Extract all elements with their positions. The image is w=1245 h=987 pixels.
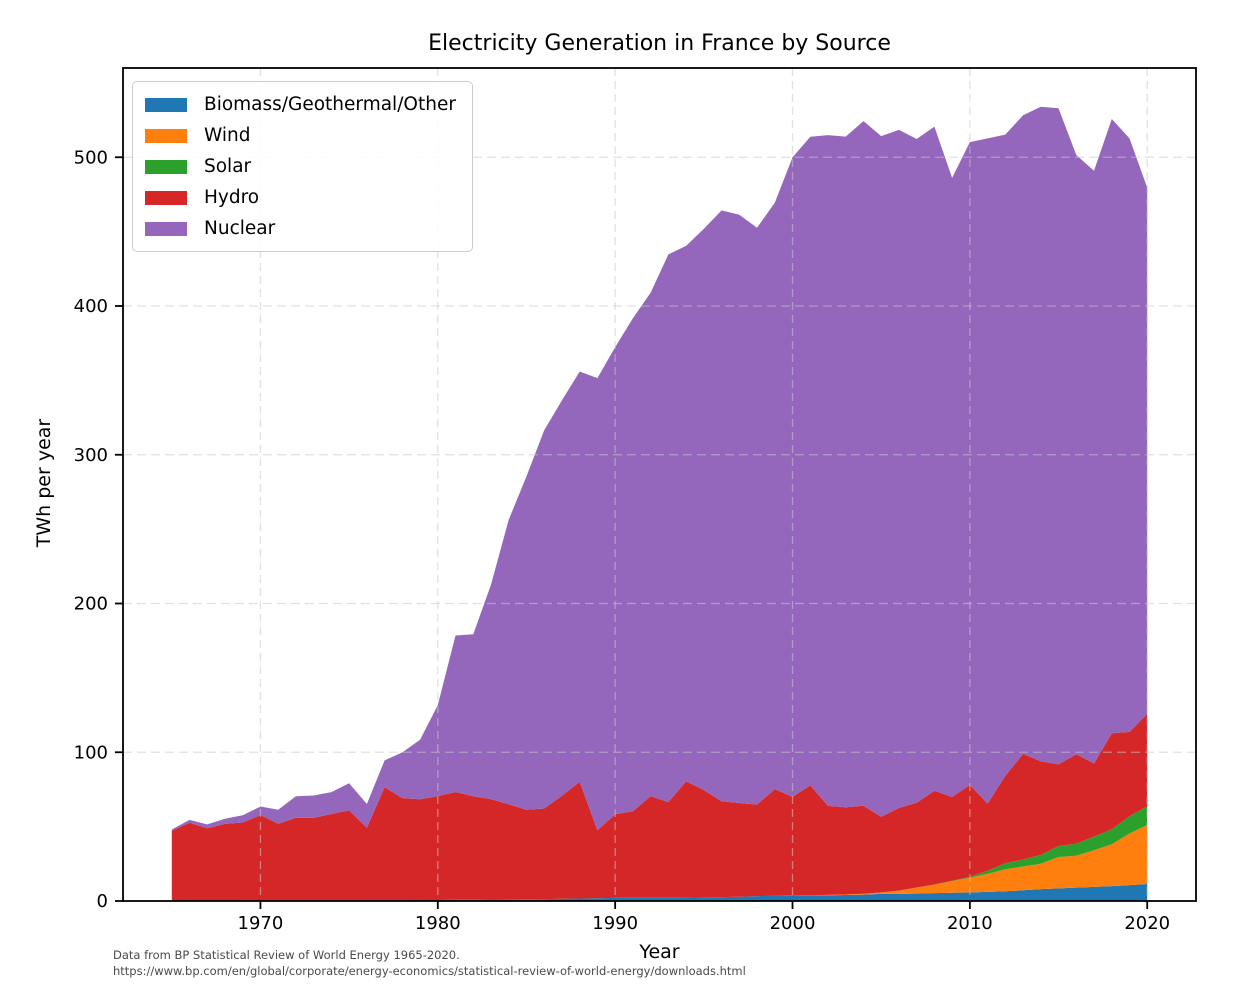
y-axis-label: TWh per year <box>33 418 55 548</box>
x-tick-label: 1980 <box>415 913 461 934</box>
plot-frame <box>122 67 1197 902</box>
area-hydro <box>171 713 1148 901</box>
legend-item: Solar <box>145 151 456 182</box>
legend-label: Solar <box>204 156 252 177</box>
legend-label: Nuclear <box>204 218 276 239</box>
legend: Biomass/Geothermal/Other Wind Solar Hydro Nu… <box>132 81 473 252</box>
x-tick-label: 1990 <box>592 913 638 934</box>
legend-label: Biomass/Geothermal/Other <box>204 94 456 115</box>
footnote-line-2: https://www.bp.com/en/global/corporate/e… <box>113 964 746 978</box>
x-tick-label: 2020 <box>1124 913 1170 934</box>
legend-item: Hydro <box>145 182 456 213</box>
y-tick-label: 100 <box>74 742 108 763</box>
legend-label: Hydro <box>204 187 260 208</box>
x-tick-label: 2010 <box>947 913 993 934</box>
y-tick-label: 400 <box>74 296 108 317</box>
legend-swatch-icon <box>145 190 187 205</box>
y-tick-label: 300 <box>74 445 108 466</box>
legend-swatch-icon <box>145 97 187 112</box>
chart-title: Electricity Generation in France by Sour… <box>428 31 891 56</box>
legend-label: Wind <box>204 125 251 146</box>
legend-swatch-icon <box>145 221 187 236</box>
legend-swatch-icon <box>145 128 187 143</box>
legend-item: Wind <box>145 120 456 151</box>
area-nuclear <box>171 106 1148 831</box>
footnote-line-1: Data from BP Statistical Review of World… <box>113 948 460 962</box>
legend-item: Biomass/Geothermal/Other <box>145 89 456 120</box>
y-tick-label: 0 <box>97 891 108 912</box>
footnote: Data from BP Statistical Review of World… <box>113 947 746 979</box>
y-tick-label: 200 <box>74 594 108 615</box>
area-biomass-geothermal-other <box>171 884 1148 901</box>
x-tick-label: 1970 <box>238 913 284 934</box>
x-tick-label: 2000 <box>770 913 816 934</box>
legend-swatch-icon <box>145 159 187 174</box>
y-tick-label: 500 <box>74 147 108 168</box>
legend-item: Nuclear <box>145 213 456 244</box>
x-axis-label: Year <box>639 941 680 963</box>
